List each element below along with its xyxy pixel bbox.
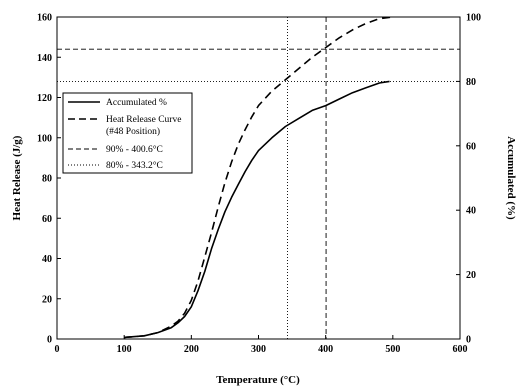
x-tick-label: 500	[385, 344, 400, 355]
y2-tick-label: 20	[466, 270, 476, 281]
x-tick-label: 100	[117, 344, 132, 355]
legend-box	[62, 92, 193, 174]
y-tick-label: 20	[42, 294, 52, 305]
x-tick-label: 200	[184, 344, 199, 355]
y-tick-label: 80	[42, 174, 52, 185]
x-tick-label: 400	[318, 344, 333, 355]
series-line-0	[124, 80, 390, 339]
y-tick-label: 0	[47, 335, 52, 346]
x-tick-label: 300	[251, 344, 266, 355]
y-tick-label: 140	[37, 53, 52, 64]
y-tick-label: 100	[37, 133, 52, 144]
y2-tick-label: 80	[466, 77, 476, 88]
legend-label-accumulated: Accumulated %	[106, 98, 167, 108]
y-tick-label: 120	[37, 93, 52, 104]
legend-label-80pct: 80% - 343.2°C	[106, 160, 163, 171]
plot-area	[56, 16, 461, 340]
y2-tick-label: 0	[466, 335, 471, 346]
series-line-1	[124, 16, 393, 339]
legend-label-90pct: 90% - 400.6°C	[106, 144, 163, 155]
series-layer	[124, 16, 393, 339]
y2-tick-label: 100	[466, 13, 481, 24]
y-tick-label: 40	[42, 254, 52, 265]
y-axis-label: Heat Release (J/g)	[11, 135, 23, 220]
legend-label-heat-release: Heat Release Curve	[106, 115, 181, 125]
y-tick-label: 60	[42, 214, 52, 225]
legend: Accumulated % Heat Release Curve (#48 Po…	[62, 92, 193, 174]
x-tick-label: 0	[55, 344, 60, 355]
reference-lines	[57, 17, 460, 339]
x-axis-label: Temperature (°C)	[216, 374, 300, 386]
tick-layer: 0 100 200 300 400 500 600020406080100120140160…	[37, 13, 481, 356]
x-tick-label: 600	[453, 344, 468, 355]
y2-tick-label: 60	[466, 141, 476, 152]
legend-label-heat-release-position: (#48 Position)	[106, 126, 160, 137]
y2-axis-label: Accumulated (%)	[505, 136, 517, 220]
y-tick-label: 160	[37, 13, 52, 24]
y2-tick-label: 40	[466, 206, 476, 217]
